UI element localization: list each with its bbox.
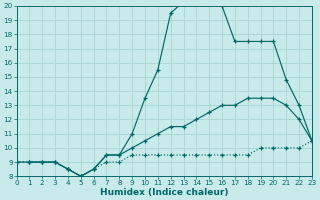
X-axis label: Humidex (Indice chaleur): Humidex (Indice chaleur)	[100, 188, 228, 197]
